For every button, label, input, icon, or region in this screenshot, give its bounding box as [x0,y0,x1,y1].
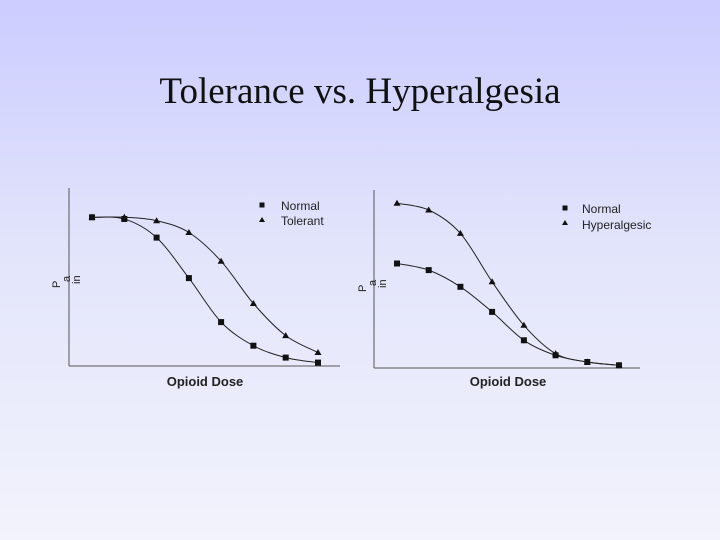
point-normal-left-3 [153,234,160,241]
plot-area-right [393,199,623,369]
legend-right: Normal Hyperalgesic [562,202,651,232]
point-hyperalgesic-right-6 [552,350,560,357]
legend-label-normal-right: Normal [582,202,621,216]
legend-marker-tolerant-left [259,217,265,222]
legend-label-hyperalgesic-right: Hyperalgesic [582,218,651,232]
y-axis-label-right: Pain [357,279,389,292]
point-tolerant-left-3 [153,217,161,224]
point-normal-left-8 [315,359,321,366]
point-tolerant-left-2 [120,213,128,220]
legend-left: Normal Tolerant [259,199,324,228]
point-normal-right-3 [457,283,464,290]
legend-label-normal-left: Normal [281,199,320,213]
point-normal-right-2 [425,267,432,274]
point-tolerant-left-1 [88,213,96,220]
curve-normal-right [396,263,620,366]
point-hyperalgesic-right-4 [488,278,496,285]
chart-tolerance: Pain Opioid Dose Normal Tolerant [51,188,340,389]
point-tolerant-left-4 [185,229,193,235]
point-normal-left-6 [250,342,257,349]
point-tolerant-left-5 [217,257,225,264]
point-normal-right-5 [520,337,527,344]
slide-title: Tolerance vs. Hyperalgesia [159,71,561,112]
plot-area-left [88,213,322,366]
legend-marker-normal-left [259,202,265,208]
point-hyperalgesic-right-3 [456,229,464,236]
point-hyperalgesic-right-7 [583,358,591,365]
x-axis-label-right: Opioid Dose [470,374,547,389]
point-hyperalgesic-right-2 [425,206,433,213]
legend-marker-normal-right [562,205,568,211]
y-axis-label-left: Pain [51,275,83,288]
curve-normal-left [91,216,319,364]
point-tolerant-left-7 [282,332,290,339]
point-normal-left-4 [185,275,192,282]
curve-tolerant-left [91,216,319,353]
point-normal-left-7 [282,354,289,361]
point-tolerant-left-8 [314,349,322,355]
legend-marker-hyperalgesic-right [562,220,568,225]
x-axis-label-left: Opioid Dose [167,374,244,389]
point-hyperalgesic-right-8 [615,361,623,368]
point-hyperalgesic-right-1 [393,199,401,206]
point-normal-right-4 [489,308,496,315]
point-normal-right-1 [394,260,400,267]
point-normal-left-5 [218,319,225,326]
legend-label-tolerant-left: Tolerant [281,214,324,228]
chart-hyperalgesia: Pain Opioid Dose Normal Hyperalgesic [357,190,651,389]
point-hyperalgesic-right-5 [520,321,528,328]
point-tolerant-left-6 [249,300,257,306]
